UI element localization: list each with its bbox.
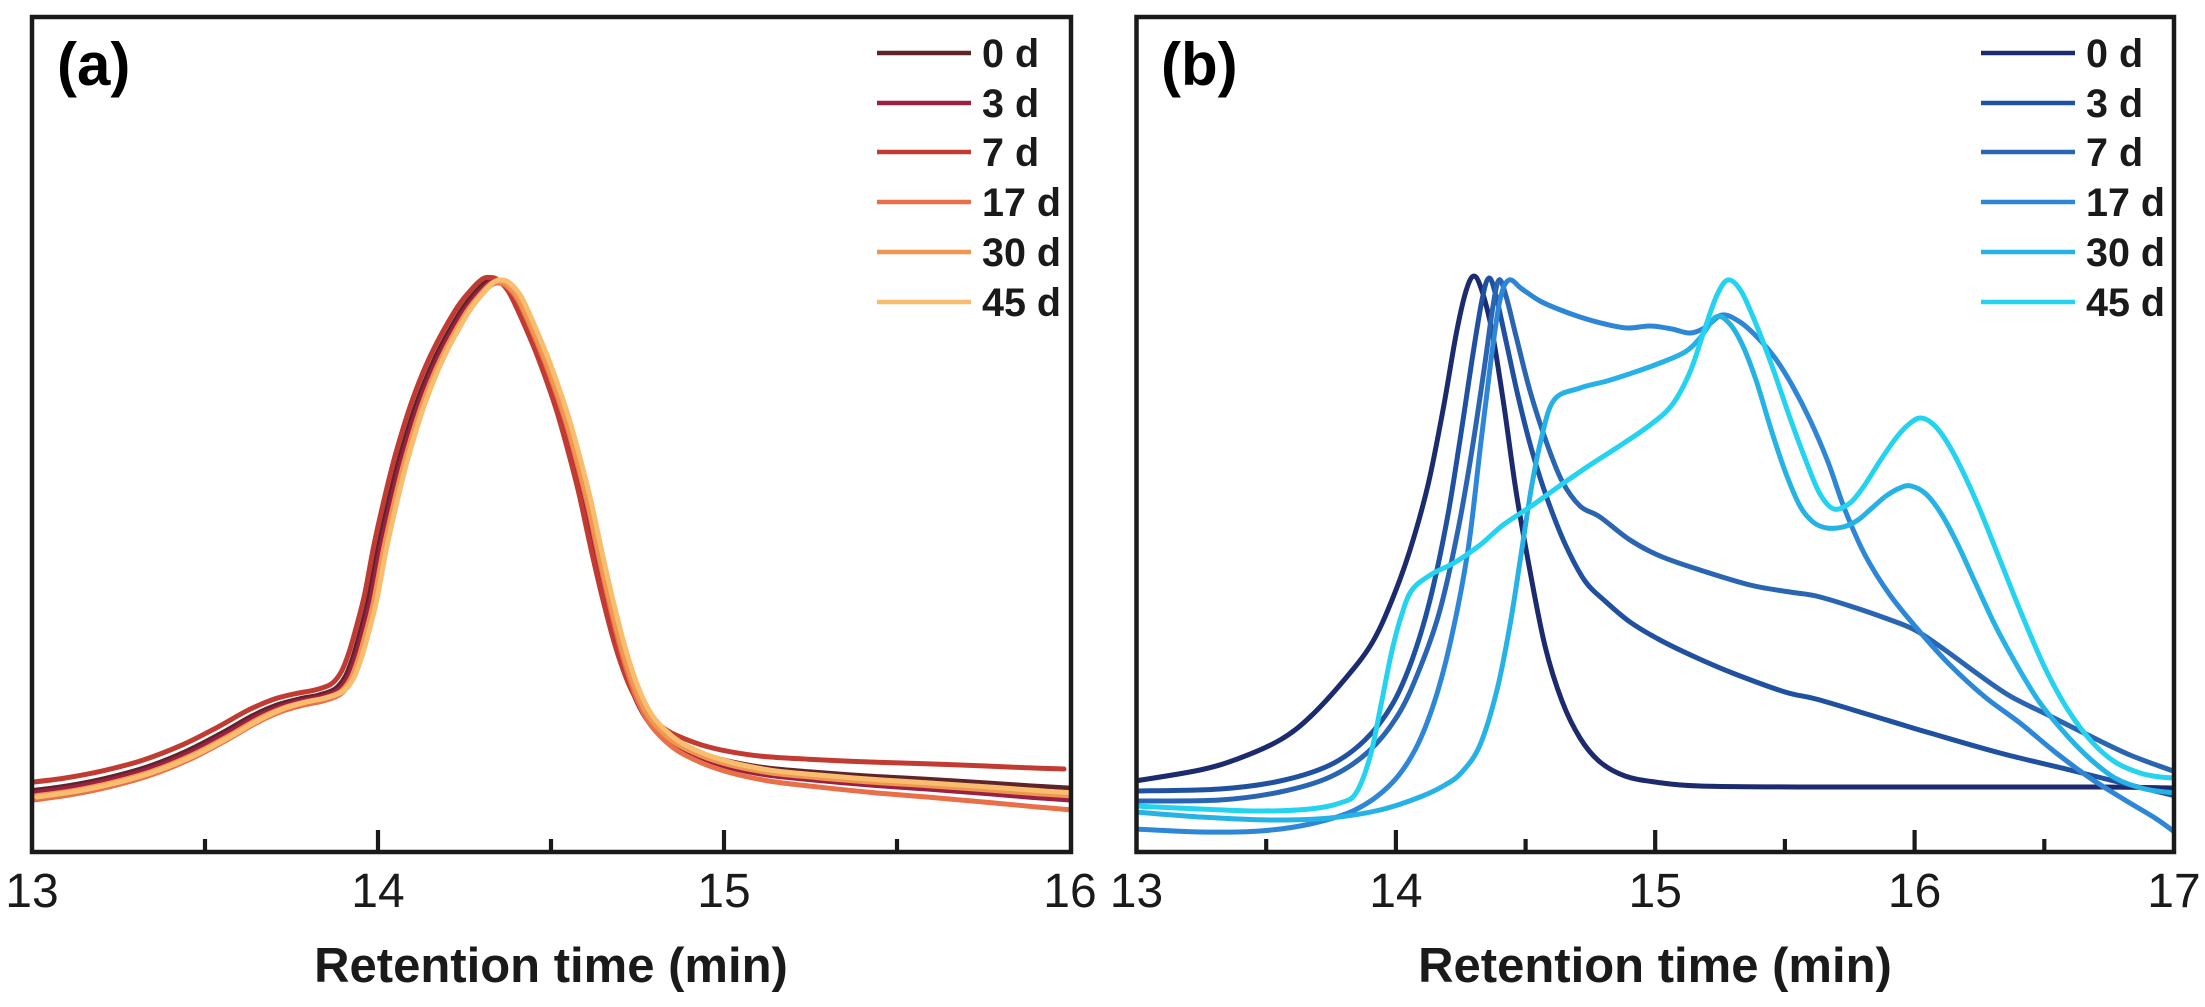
svg-text:14: 14 [351,865,404,918]
svg-text:16: 16 [1043,865,1096,918]
svg-text:45 d: 45 d [2086,281,2165,325]
svg-text:7 d: 7 d [982,131,1039,175]
svg-text:3 d: 3 d [2086,82,2143,126]
svg-text:17 d: 17 d [982,181,1061,225]
svg-text:(a): (a) [57,31,130,98]
svg-text:Retention time (min): Retention time (min) [1418,939,1892,993]
svg-text:15: 15 [697,865,750,918]
svg-text:Retention time (min): Retention time (min) [314,939,788,993]
svg-text:3 d: 3 d [982,82,1039,126]
svg-text:15: 15 [1629,865,1682,918]
svg-text:17 d: 17 d [2086,181,2165,225]
svg-text:14: 14 [1369,865,1422,918]
svg-text:13: 13 [1110,865,1163,918]
svg-text:0 d: 0 d [2086,32,2143,76]
svg-text:17: 17 [2147,865,2200,918]
svg-text:(b): (b) [1161,31,1238,98]
svg-text:16: 16 [1888,865,1941,918]
svg-text:30 d: 30 d [2086,231,2165,275]
svg-text:7 d: 7 d [2086,131,2143,175]
svg-text:13: 13 [5,865,58,918]
svg-text:0 d: 0 d [982,32,1039,76]
svg-text:45 d: 45 d [982,281,1061,325]
svg-text:30 d: 30 d [982,231,1061,275]
